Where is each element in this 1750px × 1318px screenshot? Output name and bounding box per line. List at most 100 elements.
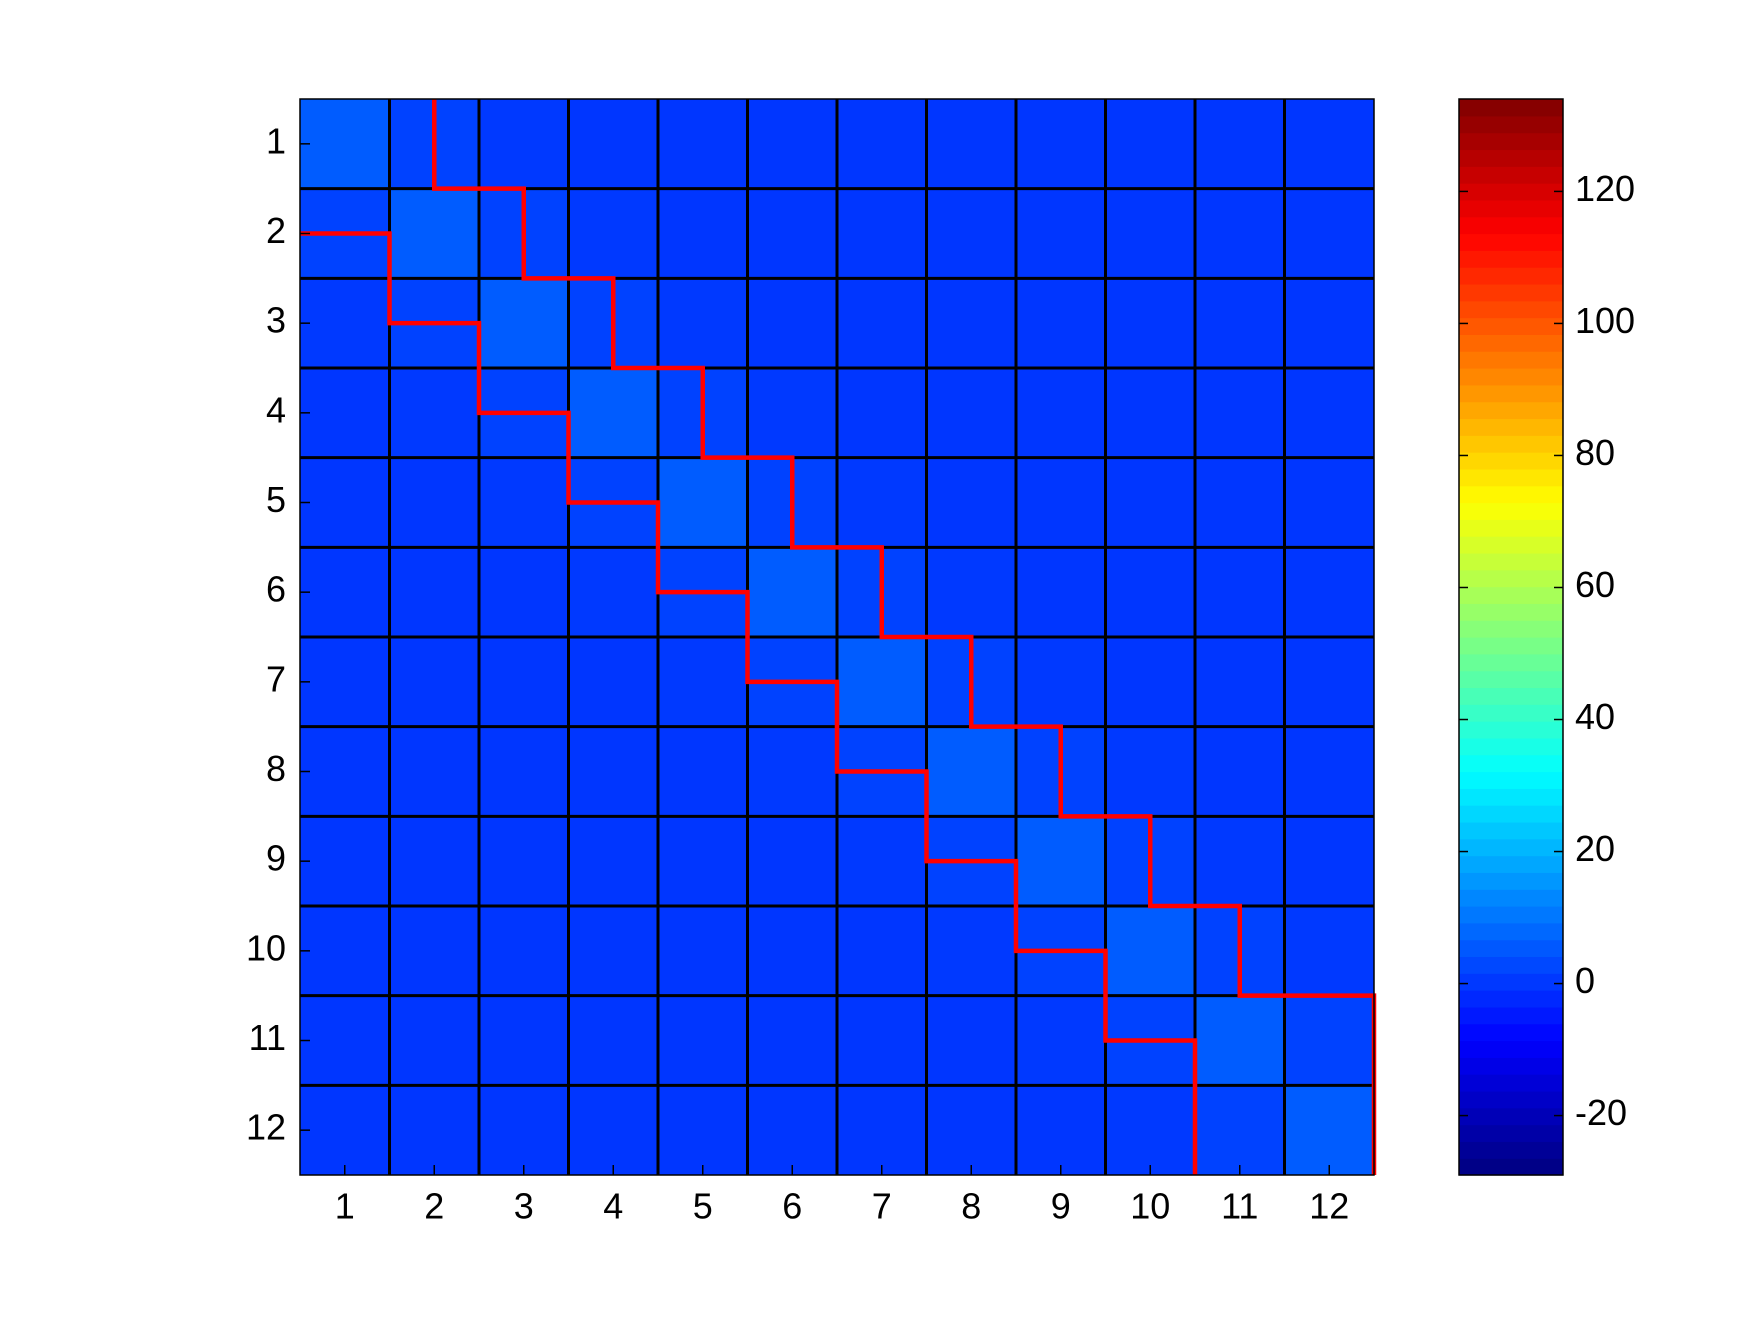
heatmap-cell <box>479 278 569 369</box>
heatmap-cell <box>658 278 748 369</box>
heatmap-cell <box>1284 457 1375 548</box>
colorbar-band <box>1459 805 1563 823</box>
y-tick-label: 12 <box>246 1107 286 1148</box>
heatmap-cell <box>479 995 569 1086</box>
heatmap-cell <box>479 816 569 907</box>
y-tick-label: 2 <box>266 210 286 251</box>
heatmap-cell <box>837 99 927 190</box>
colorbar-band <box>1459 569 1563 588</box>
colorbar-band <box>1459 485 1563 504</box>
heatmap-cell <box>926 906 1017 997</box>
colorbar-band <box>1459 939 1563 958</box>
heatmap-cell <box>837 637 927 728</box>
heatmap-cell <box>926 99 1017 190</box>
colorbar-tick-label: 120 <box>1575 168 1635 209</box>
colorbar-band <box>1459 233 1563 251</box>
colorbar-band <box>1459 586 1563 604</box>
colorbar-band <box>1459 704 1563 722</box>
heatmap-cell <box>300 368 390 459</box>
heatmap-cell <box>747 188 838 279</box>
colorbar-frame <box>1458 98 1564 1176</box>
heatmap-cell <box>568 995 659 1086</box>
heatmap-cell <box>1284 278 1375 369</box>
colorbar-band <box>1459 838 1563 857</box>
heatmap-cell <box>837 816 927 907</box>
colorbar-band <box>1459 502 1563 520</box>
heatmap-cell <box>1284 1085 1375 1176</box>
colorbar-band <box>1459 603 1563 621</box>
heatmap-cell <box>926 995 1017 1086</box>
heatmap-cell <box>1105 278 1196 369</box>
heatmap-cell <box>389 726 480 817</box>
heatmap-cell <box>389 995 480 1086</box>
colorbar-band <box>1459 368 1563 386</box>
heatmap-cell <box>1284 99 1375 190</box>
heatmap-cell <box>1016 99 1106 190</box>
colorbar-band <box>1459 771 1563 789</box>
heatmap-cell <box>926 278 1017 369</box>
heatmap-cell <box>300 547 390 638</box>
heatmap-cell <box>1016 637 1106 728</box>
colorbar-band <box>1459 1057 1563 1075</box>
x-tick-label: 1 <box>335 1186 355 1227</box>
colorbar-band <box>1459 149 1563 167</box>
heatmap-cell <box>1284 547 1375 638</box>
colorbar-band <box>1459 199 1563 218</box>
heatmap-cell <box>837 368 927 459</box>
colorbar-band <box>1459 435 1563 453</box>
heatmap-cell <box>1016 547 1106 638</box>
colorbar-band <box>1459 401 1563 420</box>
heatmap-cell <box>479 637 569 728</box>
heatmap-cell <box>1105 368 1196 459</box>
heatmap-cell <box>1284 368 1375 459</box>
x-tick-label: 7 <box>872 1186 892 1227</box>
colorbar-band <box>1459 418 1563 436</box>
x-tick-label: 5 <box>693 1186 713 1227</box>
heatmap-cell <box>1195 637 1285 728</box>
heatmap-cell <box>926 457 1017 548</box>
heatmap-cell <box>1105 1085 1196 1176</box>
heatmap-cell <box>479 906 569 997</box>
heatmap-cell <box>926 726 1017 817</box>
heatmap-cell <box>837 278 927 369</box>
heatmap-cell <box>658 1085 748 1176</box>
colorbar-tick-label: -20 <box>1575 1092 1627 1133</box>
colorbar-band <box>1459 637 1563 655</box>
y-tick-label: 10 <box>246 927 286 968</box>
colorbar-band <box>1459 1124 1563 1142</box>
heatmap-cell <box>658 995 748 1086</box>
colorbar-band <box>1459 384 1563 403</box>
x-tick-label: 4 <box>603 1186 623 1227</box>
colorbar-band <box>1459 670 1563 689</box>
heatmap-cell <box>1105 99 1196 190</box>
heatmap-cell <box>1195 368 1285 459</box>
colorbar-band <box>1459 821 1563 840</box>
colorbar-band <box>1459 872 1563 890</box>
heatmap-cell <box>300 816 390 907</box>
heatmap-cell <box>568 188 659 279</box>
y-tick-label: 8 <box>266 748 286 789</box>
heatmap-cell <box>568 637 659 728</box>
colorbar-band <box>1459 283 1563 302</box>
heatmap-cell <box>1284 906 1375 997</box>
heatmap-cell <box>568 906 659 997</box>
colorbar-band <box>1459 1107 1563 1126</box>
colorbar-band <box>1459 737 1563 756</box>
heatmap-cell <box>389 368 480 459</box>
colorbar-band <box>1459 351 1563 369</box>
heatmap-cell <box>1284 637 1375 728</box>
y-tick-label: 11 <box>249 1017 286 1058</box>
colorbar-band <box>1459 267 1563 285</box>
heatmap-cell <box>658 637 748 728</box>
heatmap-cell <box>568 547 659 638</box>
colorbar-band <box>1459 653 1563 672</box>
colorbar-band <box>1459 250 1563 268</box>
heatmap-cell <box>479 547 569 638</box>
colorbar-band <box>1459 754 1563 773</box>
colorbar-band <box>1459 973 1563 991</box>
heatmap-cell <box>1284 188 1375 279</box>
heatmap-cell <box>1016 368 1106 459</box>
heatmap-cell <box>300 457 390 548</box>
colorbar-band <box>1459 687 1563 705</box>
